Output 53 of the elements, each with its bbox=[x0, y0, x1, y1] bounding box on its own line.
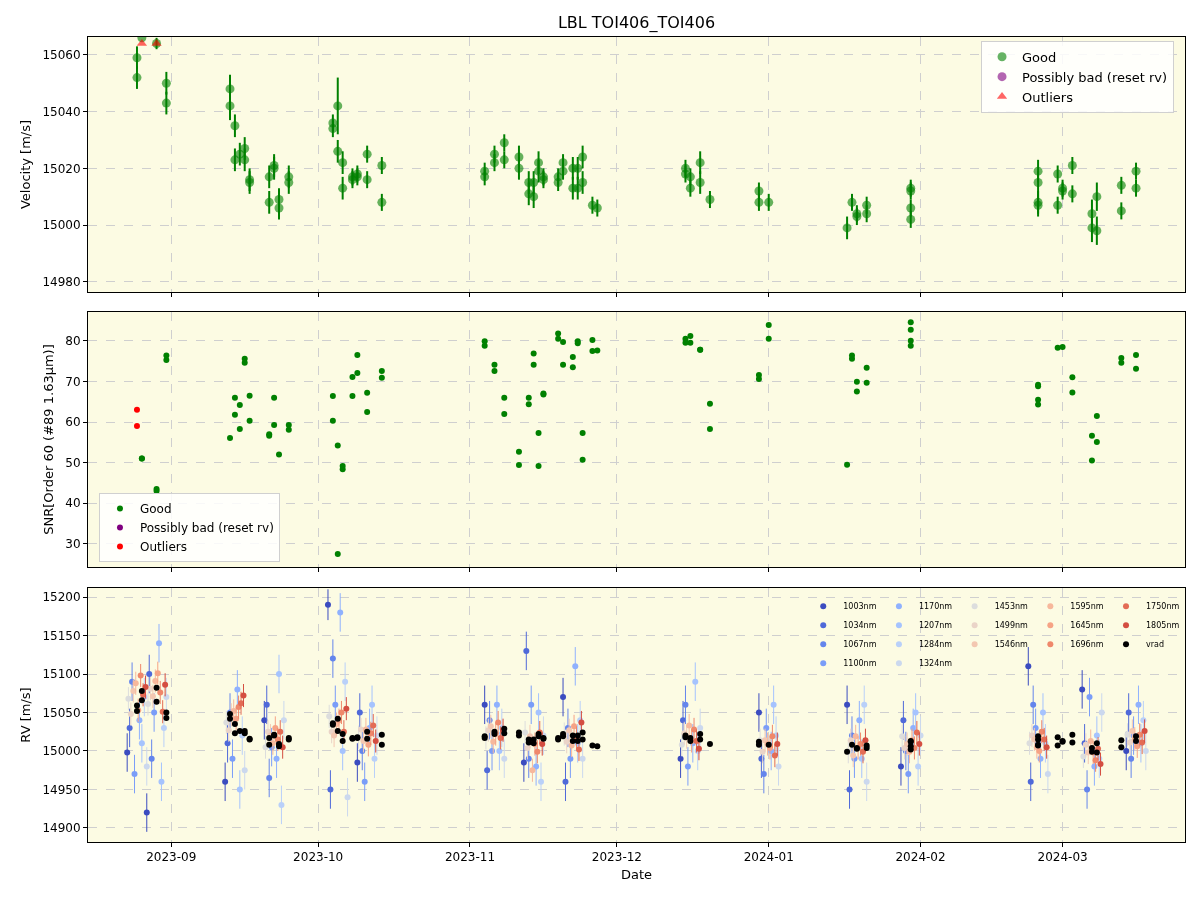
legend-label: 1324nm bbox=[918, 659, 953, 669]
y-tick-label: 15150 bbox=[42, 628, 81, 643]
y-axis-title: SNR[Order 60 (#89 1.63μm)] bbox=[41, 344, 57, 535]
legend-label: 1284nm bbox=[918, 640, 953, 650]
y-tick-label: 40 bbox=[65, 496, 81, 511]
x-tick-label: 2024-02 bbox=[895, 850, 946, 865]
x-tick-label: 2024-01 bbox=[743, 850, 794, 865]
x-tick-label: 2023-11 bbox=[444, 850, 496, 865]
legend-label: Good bbox=[1022, 49, 1057, 65]
legend-label: 1499nm bbox=[994, 621, 1029, 631]
legend-label: 1453nm bbox=[994, 602, 1029, 612]
y-axis-title: RV [m/s] bbox=[18, 687, 34, 743]
legend-label: 1546nm bbox=[994, 640, 1029, 650]
y-tick-label: 80 bbox=[65, 334, 81, 349]
y-tick-label: 15060 bbox=[42, 48, 81, 63]
chart-title: LBL TOI406_TOI406 bbox=[557, 12, 716, 33]
y-axis-title: Velocity [m/s] bbox=[18, 119, 34, 210]
legend-label: Possibly bad (reset rv) bbox=[1022, 69, 1168, 85]
legend-label: 1207nm bbox=[918, 621, 953, 631]
legend-label: 1696nm bbox=[1070, 640, 1104, 650]
legend-label: Outliers bbox=[139, 540, 187, 555]
legend-label: Good bbox=[139, 502, 172, 517]
x-tick-label: 2024-03 bbox=[1037, 850, 1088, 865]
legend-label: 1067nm bbox=[843, 640, 877, 650]
legend-label: vrad bbox=[1146, 640, 1165, 650]
y-tick-label: 15000 bbox=[42, 744, 81, 759]
legend-label: Possibly bad (reset rv) bbox=[139, 521, 274, 536]
y-tick-label: 15040 bbox=[42, 104, 81, 119]
legend-label: 1003nm bbox=[843, 602, 877, 612]
y-tick-label: 15200 bbox=[42, 590, 81, 605]
legend-label: 1595nm bbox=[1070, 602, 1104, 612]
y-tick-label: 14950 bbox=[42, 782, 81, 797]
y-tick-label: 14900 bbox=[42, 821, 81, 836]
legend-label: Outliers bbox=[1022, 89, 1074, 105]
legend-label: 1034nm bbox=[843, 621, 877, 631]
y-tick-label: 70 bbox=[65, 374, 81, 389]
y-tick-label: 15100 bbox=[42, 667, 81, 682]
legend-label: 1645nm bbox=[1070, 621, 1104, 631]
legend-label: 1750nm bbox=[1146, 602, 1180, 612]
x-tick-label: 2023-10 bbox=[293, 850, 344, 865]
legend-label: 1170nm bbox=[918, 602, 953, 612]
y-tick-label: 15020 bbox=[42, 161, 81, 176]
legend-label: 1100nm bbox=[843, 659, 877, 669]
y-tick-label: 14980 bbox=[42, 274, 81, 289]
legend-label: 1805nm bbox=[1146, 621, 1180, 631]
x-tick-label: 2023-09 bbox=[146, 850, 197, 865]
x-axis-title: Date bbox=[620, 867, 653, 882]
x-tick-label: 2023-12 bbox=[591, 850, 642, 865]
y-tick-label: 15000 bbox=[42, 218, 81, 233]
y-tick-label: 50 bbox=[65, 455, 81, 470]
y-tick-label: 30 bbox=[65, 537, 81, 552]
y-tick-label: 15050 bbox=[42, 705, 81, 720]
y-tick-label: 60 bbox=[65, 415, 81, 430]
